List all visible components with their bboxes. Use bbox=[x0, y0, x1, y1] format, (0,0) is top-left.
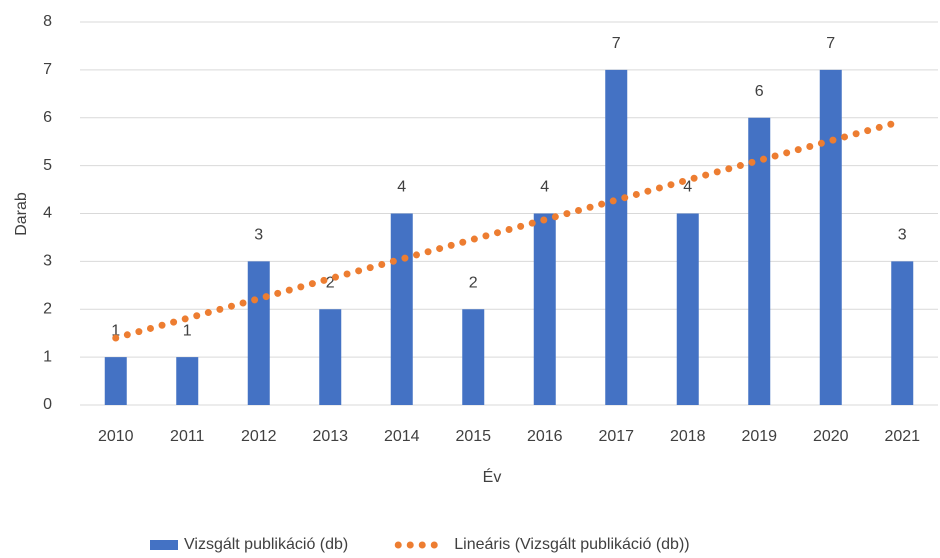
y-tick-label: 7 bbox=[43, 61, 52, 78]
y-tick-label: 4 bbox=[43, 205, 52, 222]
bar bbox=[533, 213, 556, 405]
data-label: 1 bbox=[111, 322, 120, 339]
x-tick-label: 2019 bbox=[741, 428, 777, 445]
data-label: 7 bbox=[826, 35, 835, 52]
bar bbox=[390, 213, 413, 405]
bar bbox=[462, 309, 485, 405]
x-tick-label: 2021 bbox=[884, 428, 920, 445]
bar bbox=[748, 117, 771, 405]
data-label: 1 bbox=[183, 322, 192, 339]
y-tick-label: 2 bbox=[43, 300, 52, 317]
bar bbox=[319, 309, 342, 405]
data-label: 6 bbox=[755, 83, 764, 100]
legend-swatch bbox=[150, 540, 178, 550]
data-label: 3 bbox=[254, 227, 263, 244]
y-tick-label: 8 bbox=[43, 13, 52, 30]
trend-line bbox=[112, 117, 906, 342]
data-label: 2 bbox=[326, 274, 335, 291]
bar bbox=[104, 357, 127, 405]
y-tick-label: 3 bbox=[43, 253, 52, 270]
data-label: 7 bbox=[612, 35, 621, 52]
x-axis-label: Év bbox=[483, 467, 502, 486]
y-tick-label: 6 bbox=[43, 109, 52, 126]
legend-label: Vizsgált publikáció (db) bbox=[184, 536, 348, 553]
bar bbox=[176, 357, 199, 405]
bar bbox=[819, 69, 842, 405]
y-tick-label: 5 bbox=[43, 157, 52, 174]
data-label: 4 bbox=[397, 179, 406, 196]
x-tick-label: 2010 bbox=[98, 428, 134, 445]
x-tick-label: 2017 bbox=[598, 428, 634, 445]
y-tick-label: 1 bbox=[43, 348, 52, 365]
x-tick-label: 2020 bbox=[813, 428, 849, 445]
data-label: 4 bbox=[540, 179, 549, 196]
bar bbox=[605, 69, 628, 405]
x-tick-label: 2013 bbox=[312, 428, 348, 445]
x-tick-label: 2011 bbox=[170, 428, 205, 445]
bar bbox=[891, 261, 914, 405]
x-tick-label: 2014 bbox=[384, 428, 420, 445]
x-tick-label: 2018 bbox=[670, 428, 706, 445]
bar bbox=[247, 261, 270, 405]
y-tick-label: 0 bbox=[43, 396, 52, 413]
data-label: 4 bbox=[683, 179, 692, 196]
x-tick-label: 2016 bbox=[527, 428, 563, 445]
x-tick-label: 2015 bbox=[455, 428, 491, 445]
y-axis-label: Darab bbox=[13, 192, 30, 236]
x-tick-label: 2012 bbox=[241, 428, 277, 445]
legend-label: Lineáris (Vizsgált publikáció (db)) bbox=[454, 536, 689, 553]
data-label: 2 bbox=[469, 274, 478, 291]
data-label: 3 bbox=[898, 227, 907, 244]
bar bbox=[676, 213, 699, 405]
